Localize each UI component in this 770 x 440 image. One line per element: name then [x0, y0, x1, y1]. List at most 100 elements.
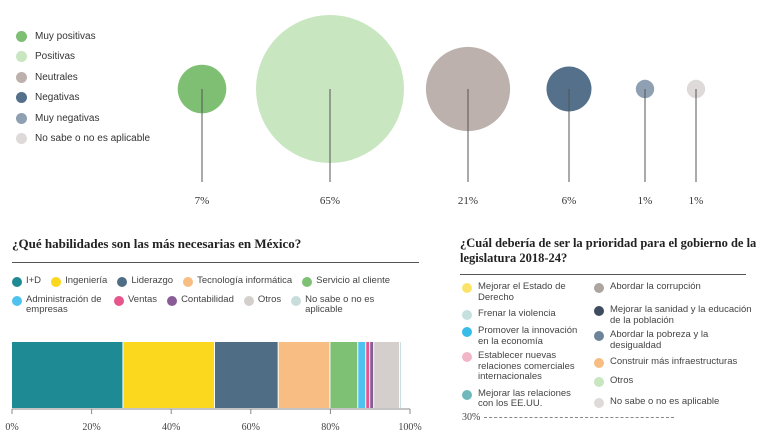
legend-swatch — [462, 310, 472, 320]
priority-legend-item-mejorar-el-estado-de-derecho: Mejorar el Estado de Derecho — [462, 281, 602, 303]
legend-label: Positivas — [35, 51, 76, 63]
x-tick-label: 20% — [82, 422, 100, 433]
legend-label: Servicio al cliente — [316, 275, 391, 286]
bar-segment-servicio-al-cliente — [330, 342, 358, 408]
priority-legend-right: Abordar la corrupción Mejorar la sanidad … — [594, 281, 759, 412]
legend-swatch — [16, 112, 27, 124]
legend-swatch — [16, 51, 27, 63]
legend-swatch — [594, 398, 604, 408]
legend-label: Muy negativas — [35, 112, 100, 124]
legend-label: No sabe o no es aplicable — [35, 133, 151, 145]
skills-legend: I+D Ingeniería Liderazgo Tecnología informá… — [12, 276, 427, 323]
bar-segment-ingenieria — [123, 342, 214, 408]
x-tick-label: 60% — [242, 422, 260, 433]
legend-label: Frenar la violencia — [478, 308, 556, 319]
bubble-value-label: 6% — [562, 195, 577, 207]
legend-label: Construir más infraestructuras — [610, 356, 738, 367]
priority-chart-title: ¿Cuál debería de ser la prioridad para e… — [460, 236, 757, 265]
priority-legend-item-frenar-la-violencia: Frenar la violencia — [462, 308, 602, 320]
priority-legend-item-promover-la-innovacion-en-la-economia: Promover la innovación en la economía — [462, 325, 602, 347]
x-tick-label: 80% — [321, 422, 339, 433]
bubble-value-label: 65% — [320, 195, 340, 207]
legend-swatch — [51, 277, 62, 287]
legend-label: Promover la innovación en la economía — [478, 325, 578, 347]
legend-swatch — [594, 331, 604, 341]
skills-legend-item-ingenieria: Ingeniería — [51, 276, 107, 287]
skills-legend-row: Administración de empresas Ventas Contabil… — [12, 295, 427, 315]
legend-swatch — [462, 389, 472, 400]
skills-legend-item-ventas: Ventas — [114, 295, 157, 306]
legend-swatch — [462, 283, 472, 293]
legend-label: Administración de empresas — [26, 294, 102, 315]
skills-legend-item-no-sabe-o-no-es-aplicable: No sabe o no es aplicable — [291, 295, 375, 315]
skills-title-rule — [12, 262, 419, 263]
skills-chart-title: ¿Qué habilidades son las más necesarias … — [12, 236, 302, 251]
legend-swatch — [16, 133, 27, 145]
bubble-value-label: 1% — [638, 195, 653, 207]
x-tick-label: 100% — [398, 422, 421, 433]
legend-swatch — [16, 71, 27, 83]
legend-label: Tecnología informática — [197, 275, 293, 286]
legend-swatch — [594, 306, 604, 316]
legend-swatch — [243, 296, 254, 306]
bubble-legend-item-negativas: Negativas — [16, 88, 196, 109]
priority-legend-item-abordar-la-corrupcion: Abordar la corrupción — [594, 281, 759, 293]
legend-label: Contabilidad — [181, 294, 234, 305]
legend-swatch — [594, 283, 604, 293]
legend-swatch — [16, 30, 27, 42]
legend-label: Muy positivas — [35, 30, 96, 42]
bubble-value-label: 1% — [689, 195, 704, 207]
bubble-legend-item-muy-positivas: Muy positivas — [16, 26, 196, 47]
priority-legend-left: Mejorar el Estado de Derecho Frenar la vi… — [462, 281, 602, 416]
legend-label: Abordar la corrupción — [610, 281, 701, 292]
legend-label: Neutrales — [35, 71, 78, 83]
legend-swatch — [12, 296, 22, 306]
legend-label: Mejorar las relaciones con los EE.UU. — [478, 387, 571, 409]
priority-legend-item-construir-mas-infraestructuras: Construir más infraestructuras — [594, 356, 759, 368]
skills-stacked-bar-chart: 0% 20% 40% 60% 80% 100% — [5, 342, 422, 433]
skills-legend-item-otros: Otros — [243, 294, 282, 306]
legend-label: Mejorar la sanidad y la educación de la … — [610, 304, 752, 326]
skills-legend-item-servicio-al-cliente: Servicio al cliente — [302, 276, 390, 287]
legend-label: Liderazgo — [131, 275, 174, 286]
legend-swatch — [594, 377, 604, 387]
skills-legend-item-administracion-de-empresas: Administración de empresas — [12, 295, 104, 315]
legend-label: Otros — [257, 294, 282, 305]
legend-label: No sabe o no es aplicable — [305, 294, 375, 315]
priority-legend-item-no-sabe-o-no-es-aplicable: No sabe o no es aplicable — [594, 396, 759, 408]
legend-label: Abordar la pobreza y la desigualdad — [610, 329, 709, 351]
bar-segment-liderazgo — [214, 342, 278, 408]
legend-swatch — [183, 277, 194, 287]
legend-label: Establecer nuevas relaciones comerciales… — [478, 350, 575, 382]
x-tick-label: 40% — [162, 422, 180, 433]
bubble-value-label: 21% — [458, 195, 478, 207]
bar-segment-otros — [374, 342, 400, 408]
priority-axis-gridline — [484, 417, 675, 418]
legend-swatch — [16, 92, 27, 104]
skills-legend-item-i-d: I+D — [12, 276, 41, 287]
legend-label: Ventas — [128, 294, 158, 305]
priority-legend-item-mejorar-la-sanidad-y-la-educacion-de-la-poblacion: Mejorar la sanidad y la educación de la … — [594, 304, 759, 326]
priority-title-rule — [460, 274, 746, 275]
legend-label: Ingeniería — [65, 275, 108, 286]
bubble-legend-item-no-sabe-o-no-es-aplicable: No sabe o no es aplicable — [16, 129, 196, 150]
bar-segment-administracion-de-empresas — [358, 342, 366, 408]
bar-segment-tecnologia-informatica — [278, 342, 330, 408]
legend-swatch — [462, 352, 472, 362]
bar-segment-no-sabe-o-no-es-aplicable — [400, 342, 402, 408]
bar-segment-ventas — [366, 342, 370, 408]
legend-swatch — [302, 277, 313, 287]
legend-swatch — [12, 277, 22, 287]
skills-legend-row: I+D Ingeniería Liderazgo Tecnología informá… — [12, 276, 427, 287]
skills-legend-item-contabilidad: Contabilidad — [167, 295, 234, 306]
skills-legend-item-tecnologia-informatica: Tecnología informática — [183, 276, 292, 287]
legend-label: Mejorar el Estado de Derecho — [478, 281, 566, 303]
priority-legend-item-establecer-nuevas-relaciones-comerciales-internacionales: Establecer nuevas relaciones comerciales… — [462, 350, 602, 383]
bubble-legend-item-neutrales: Neutrales — [16, 67, 196, 88]
bubble-value-label: 7% — [195, 195, 210, 207]
priority-legend-item-mejorar-las-relaciones-con-los-ee-uu: Mejorar las relaciones con los EE.UU. — [462, 387, 602, 410]
bar-segment-contabilidad — [370, 342, 374, 408]
legend-swatch — [291, 296, 302, 306]
bubble-legend-item-muy-negativas: Muy negativas — [16, 108, 196, 129]
x-tick-label: 0% — [5, 422, 18, 433]
